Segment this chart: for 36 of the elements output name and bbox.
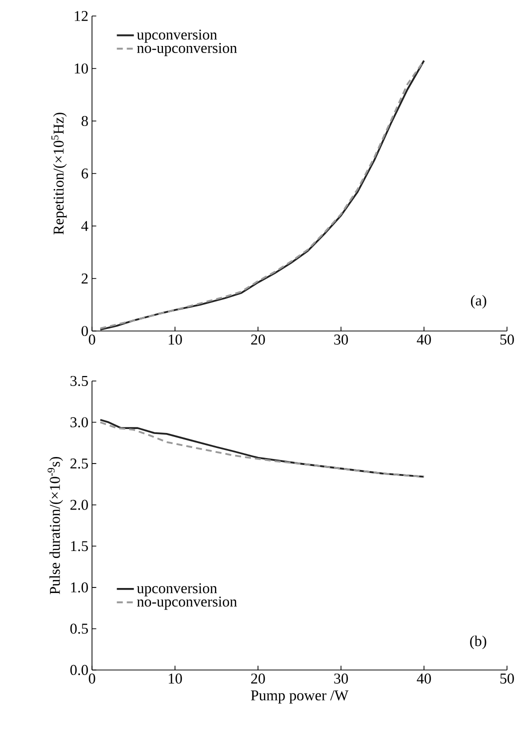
annotation: (a) [470,295,486,309]
x-tick-label: 40 [416,334,431,345]
x-tick-label: 20 [251,334,265,345]
y-tick-label: 1.5 [71,541,88,552]
legend-label: upconversion [136,583,218,596]
x-tick-label: 0 [88,674,96,684]
x-tick-label: 30 [334,334,348,345]
legend-label: no-upconversion [137,43,237,56]
y-axis-title: Pulse duration/(×10$^{-9}$s) [48,456,63,594]
y-tick-label: 12 [74,11,88,21]
y-tick-label: 10 [74,63,88,74]
legend-label: no-upconversion [137,596,237,610]
x-tick-label: 20 [251,674,265,684]
y-tick-label: 3.0 [70,417,88,428]
x-tick-label: 10 [168,674,182,684]
y-tick-label: 2.5 [70,458,88,469]
x-tick-label: 0 [88,334,96,345]
y-tick-label: 4 [81,221,88,231]
y-tick-label: 6 [82,168,88,179]
y-tick-label: 8 [82,116,88,126]
y-axis-title: Repetition/(×10$^{5}$Hz) [51,112,67,234]
x-tick-label: 10 [168,334,182,345]
y-tick-label: 2.0 [70,500,88,510]
x-tick-label: 30 [334,674,348,684]
annotation: (b) [470,636,486,650]
y-tick-label: 2 [82,274,88,284]
y-tick-label: 3.5 [70,376,88,386]
x-tick-label: 50 [500,674,514,684]
x-tick-label: 50 [500,334,514,345]
x-axis-title: Pump power /W [250,690,348,704]
y-tick-label: 1.0 [71,582,88,593]
y-tick-label: 0.0 [70,664,88,676]
y-tick-label: 0 [82,326,88,336]
y-tick-label: 0.5 [70,624,88,634]
x-tick-label: 40 [416,674,431,684]
legend-label: upconversion [136,30,218,43]
